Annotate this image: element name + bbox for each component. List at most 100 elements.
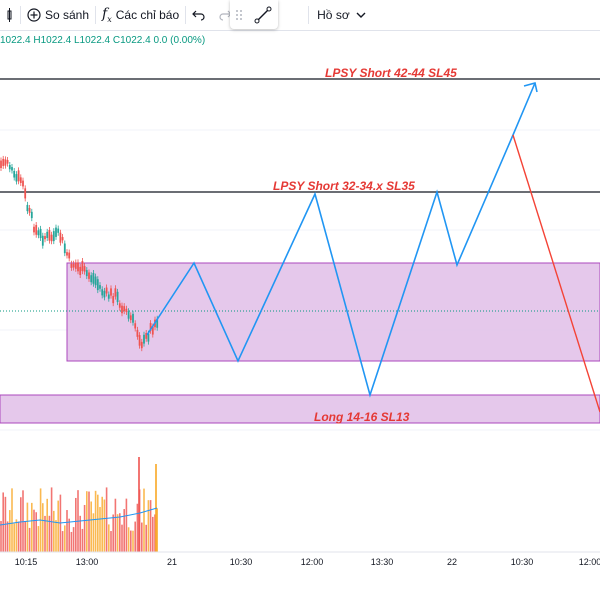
volume-bar: [88, 491, 90, 552]
volume-bar: [112, 514, 114, 552]
candle-body: [94, 276, 97, 286]
xaxis-label-4: 12:00: [300, 557, 324, 567]
candle-body: [90, 275, 93, 283]
volume-bar: [92, 513, 95, 552]
volume-bar: [134, 521, 136, 552]
volume-series: [0, 457, 158, 552]
volume-ma-line: [0, 507, 158, 526]
projection-arrowhead: [523, 82, 538, 93]
candle-body: [46, 231, 49, 238]
volume-bar: [149, 500, 152, 552]
volume-bar: [9, 510, 11, 552]
candle-body: [110, 288, 112, 296]
range-zone[interactable]: [66, 262, 600, 362]
candle-body: [44, 236, 46, 240]
volume-bar: [75, 497, 77, 552]
xaxis-label-7: 10:30: [510, 557, 534, 567]
chart-toolbar: So sánh fx Các chỉ báo B Hồ sơ: [0, 0, 600, 31]
candle-body: [0, 160, 2, 169]
candle-body: [85, 270, 88, 277]
volume-bar: [123, 509, 125, 552]
volume-bar: [48, 515, 51, 552]
candle-body: [2, 158, 5, 166]
candle-body: [70, 263, 73, 268]
candle-body: [41, 235, 44, 246]
candle-body: [136, 329, 139, 337]
candle-body: [125, 308, 128, 313]
volume-bar: [94, 490, 97, 552]
toolbar-divider: [308, 6, 310, 24]
candle-body: [77, 262, 79, 272]
xaxis-label-5: 13:30: [370, 557, 394, 567]
volume-bar: [108, 524, 110, 552]
candlestick-series: [0, 155, 159, 352]
volume-bar: [31, 502, 33, 552]
price-chart[interactable]: LPSY Short 42-44 SL45 LPSY Short 32-34.x…: [0, 30, 600, 570]
candle-body: [140, 341, 143, 349]
long-label: Long 14-16 SL13: [314, 410, 410, 424]
xaxis-label-1: 13:00: [75, 557, 99, 567]
toolbar-divider: [95, 6, 97, 24]
volume-bar: [143, 488, 145, 552]
volume-bar: [110, 531, 112, 552]
candle-body: [79, 266, 82, 276]
candle-body: [15, 174, 18, 182]
indicators-button[interactable]: fx Các chỉ báo: [96, 0, 185, 30]
xaxis-label-0: 10:15: [14, 557, 38, 567]
candle-body: [103, 290, 106, 298]
candle-body: [127, 311, 130, 319]
volume-bar: [20, 497, 22, 552]
long-zone[interactable]: [0, 394, 600, 424]
candle-body: [105, 287, 108, 294]
volume-bar: [114, 498, 117, 552]
candle-body: [114, 288, 117, 297]
volume-bar: [68, 518, 70, 552]
floating-drawing-toolbar: [230, 0, 278, 29]
undo-button[interactable]: [186, 0, 212, 30]
compare-label: So sánh: [45, 8, 90, 22]
profile-button[interactable]: Hồ sơ: [309, 0, 372, 30]
candle-body: [81, 261, 84, 272]
compare-button[interactable]: So sánh: [21, 0, 95, 30]
candle-body: [72, 263, 75, 268]
volume-bar: [22, 490, 24, 552]
volume-bar: [6, 521, 9, 552]
indicators-label: Các chỉ báo: [115, 8, 180, 22]
candle-body: [50, 234, 53, 242]
volume-bar: [103, 499, 106, 552]
xaxis-label-2: 21: [166, 557, 178, 567]
undo-icon: [192, 10, 205, 21]
candle-body: [123, 306, 126, 312]
volume-bar: [86, 491, 88, 552]
volume-bar: [116, 514, 119, 552]
candle-body: [107, 294, 110, 299]
volume-bar: [33, 509, 35, 552]
volume-bar: [130, 530, 132, 552]
projection-path[interactable]: [146, 82, 536, 398]
volume-bar: [79, 515, 81, 552]
volume-bar: [46, 498, 48, 552]
candle-body: [116, 291, 119, 303]
short-projection-path[interactable]: [512, 134, 600, 413]
volume-bar: [99, 507, 101, 552]
candle-body: [147, 333, 150, 342]
candle-body: [17, 170, 20, 182]
volume-bar: [97, 494, 99, 552]
volume-bar: [24, 521, 26, 552]
candle-body: [28, 207, 31, 213]
volume-bar: [152, 516, 154, 552]
chart-type-button[interactable]: [0, 0, 20, 30]
drag-handle-icon[interactable]: [234, 8, 244, 22]
candle-body: [6, 160, 9, 164]
candle-body: [55, 227, 57, 237]
candle-body: [39, 228, 42, 239]
volume-bar: [44, 515, 46, 552]
xaxis-label-8: 12:00: [578, 557, 600, 567]
candle-body: [33, 226, 35, 233]
candle-body: [35, 225, 38, 235]
candle-body: [19, 177, 22, 183]
volume-bar: [0, 521, 2, 552]
trend-line-tool-icon[interactable]: [252, 4, 274, 26]
volume-bar: [105, 487, 108, 552]
candle-body: [143, 334, 145, 344]
